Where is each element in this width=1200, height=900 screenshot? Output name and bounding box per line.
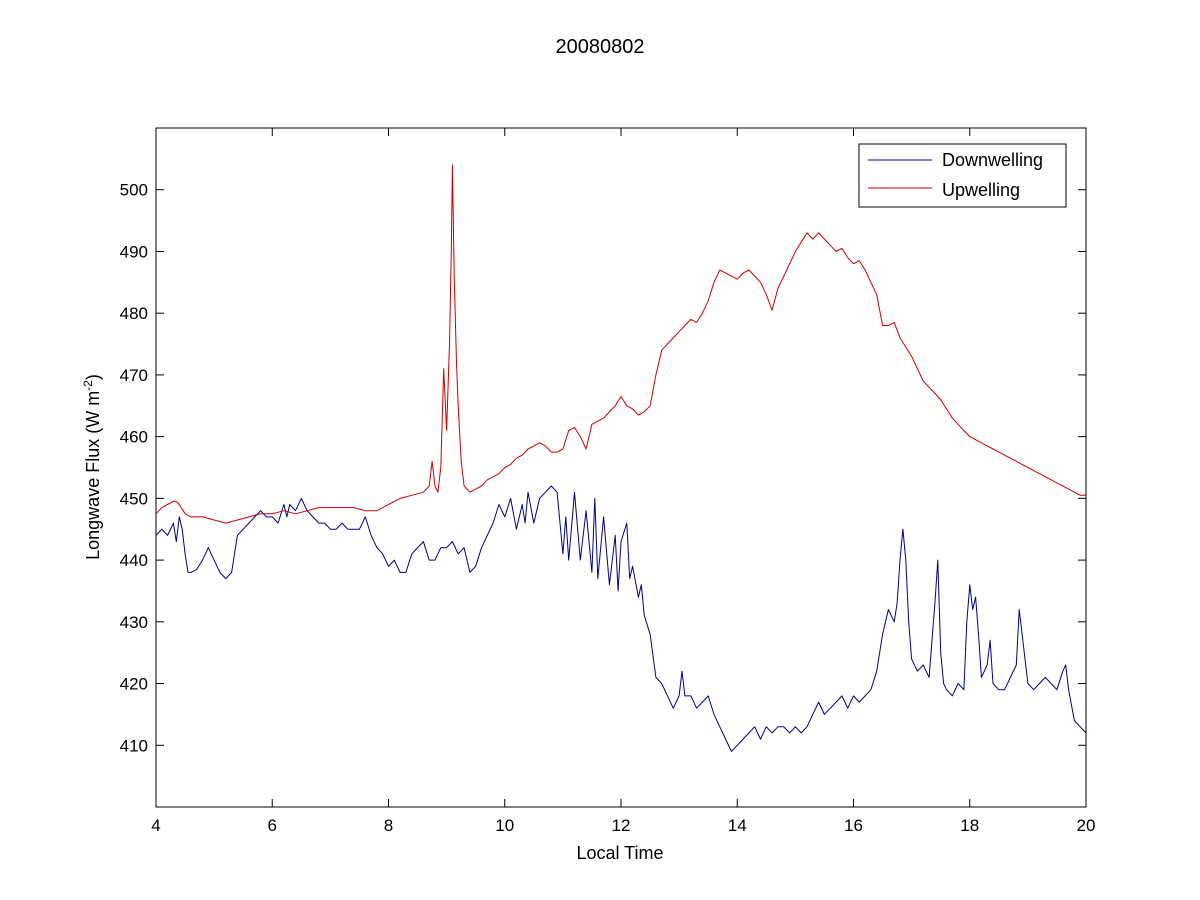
y-axis-title-superscript: -2 <box>81 380 95 391</box>
x-tick-label: 20 <box>1077 816 1096 835</box>
series-layer <box>156 164 1086 752</box>
legend-box <box>858 143 1067 208</box>
x-tick-label: 14 <box>728 816 747 835</box>
chart-title: 20080802 <box>556 36 645 58</box>
legend-label-upwelling: Upwelling <box>942 180 1020 200</box>
y-tick-label: 440 <box>120 551 148 570</box>
y-tick-label: 490 <box>120 242 148 261</box>
x-tick-label: 10 <box>495 816 514 835</box>
plot-frame <box>155 127 1087 808</box>
y-axis: 410 420 430 440 450 460 470 480 490 500 <box>120 181 1086 755</box>
y-tick-label: 500 <box>120 181 148 200</box>
y-tick-label: 470 <box>120 366 148 385</box>
x-tick-label: 12 <box>612 816 631 835</box>
y-tick-label: 420 <box>120 675 148 694</box>
x-axis: 4 6 8 10 12 14 16 18 20 <box>151 128 1095 835</box>
x-tick-label: 8 <box>384 816 393 835</box>
series-line-upwelling <box>156 164 1086 524</box>
legend: Downwelling Upwelling <box>858 143 1067 208</box>
y-tick-label: 410 <box>120 736 148 755</box>
legend-label-downwelling: Downwelling <box>942 150 1043 170</box>
y-tick-label: 460 <box>120 428 148 447</box>
y-axis-title-suffix: ) <box>83 374 103 380</box>
y-axis-title: Longwave Flux (W m-2) <box>81 374 103 560</box>
x-tick-label: 18 <box>960 816 979 835</box>
y-axis-title-main: Longwave Flux (W m <box>83 391 103 560</box>
y-tick-label: 480 <box>120 304 148 323</box>
x-axis-title: Local Time <box>576 843 663 863</box>
series-line-downwelling <box>156 485 1086 752</box>
x-tick-label: 16 <box>844 816 863 835</box>
x-tick-label: 6 <box>268 816 277 835</box>
y-tick-label: 430 <box>120 613 148 632</box>
y-tick-label: 450 <box>120 489 148 508</box>
x-tick-label: 4 <box>151 816 160 835</box>
